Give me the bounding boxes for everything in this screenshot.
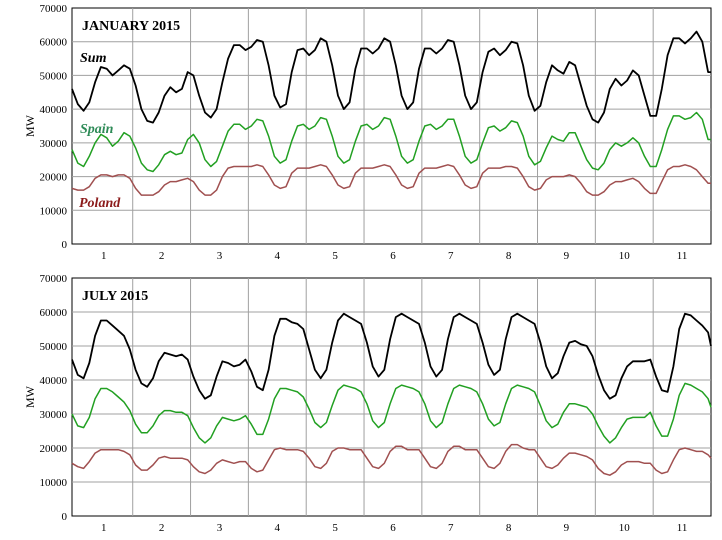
chart-title: JULY 2015 — [82, 289, 148, 304]
x-tick-label: 2 — [159, 522, 165, 534]
y-tick-label: 10000 — [40, 205, 68, 217]
y-axis-label: MW — [23, 385, 37, 408]
x-tick-label: 9 — [564, 250, 570, 262]
x-tick-label: 10 — [619, 250, 631, 262]
x-tick-label: 3 — [217, 250, 223, 262]
y-tick-label: 50000 — [40, 341, 68, 353]
plot-area — [71, 277, 712, 517]
series-line-sum — [71, 30, 711, 124]
x-tick-label: 9 — [564, 522, 570, 534]
plot-area — [71, 7, 712, 245]
y-tick-label: 50000 — [40, 70, 68, 82]
series-line-series-1 — [71, 382, 712, 444]
series-line-series-0 — [71, 312, 712, 400]
y-axis-label: MW — [23, 114, 37, 137]
series-line-poland — [71, 164, 711, 196]
y-tick-label: 40000 — [40, 375, 68, 387]
y-tick-label: 60000 — [40, 307, 68, 319]
y-tick-label: 30000 — [40, 138, 68, 150]
x-tick-label: 11 — [677, 250, 688, 262]
series-label-spain: Spain — [80, 122, 114, 137]
x-tick-label: 4 — [275, 250, 281, 262]
x-tick-label: 4 — [275, 522, 281, 534]
y-tick-label: 20000 — [40, 443, 68, 455]
x-tick-label: 7 — [448, 522, 454, 534]
x-tick-label: 6 — [390, 522, 396, 534]
x-tick-label: 6 — [390, 250, 396, 262]
y-tick-label: 0 — [62, 239, 68, 251]
x-tick-label: 2 — [159, 250, 165, 262]
x-tick-label: 3 — [217, 522, 223, 534]
series-line-series-2 — [71, 443, 712, 476]
series-label-sum: Sum — [80, 51, 107, 66]
x-tick-label: 8 — [506, 250, 512, 262]
x-tick-label: 11 — [677, 522, 688, 534]
y-tick-label: 30000 — [40, 409, 68, 421]
chart-panel-july: 0 10000 20000 30000 40000 50000 60000 70000 1 2 3 4… — [23, 273, 712, 534]
series-label-poland: Poland — [79, 196, 121, 211]
y-tick-label: 70000 — [40, 273, 68, 285]
chart-title: JANUARY 2015 — [82, 19, 180, 34]
y-tick-label: 0 — [62, 511, 68, 523]
x-tick-label: 5 — [332, 522, 338, 534]
y-tick-label: 70000 — [40, 3, 68, 15]
x-tick-label: 7 — [448, 250, 454, 262]
x-tick-label: 8 — [506, 522, 512, 534]
y-tick-label: 20000 — [40, 172, 68, 184]
y-tick-label: 10000 — [40, 477, 68, 489]
y-tick-label: 40000 — [40, 104, 68, 116]
y-tick-label: 60000 — [40, 37, 68, 49]
x-tick-label: 1 — [101, 250, 107, 262]
x-tick-label: 5 — [332, 250, 338, 262]
x-tick-label: 1 — [101, 522, 107, 534]
chart-panel-january: 0 10000 20000 30000 40000 50000 60000 70000 1 2 3 4… — [23, 3, 712, 262]
series-line-spain — [71, 111, 711, 173]
x-tick-label: 10 — [619, 522, 631, 534]
